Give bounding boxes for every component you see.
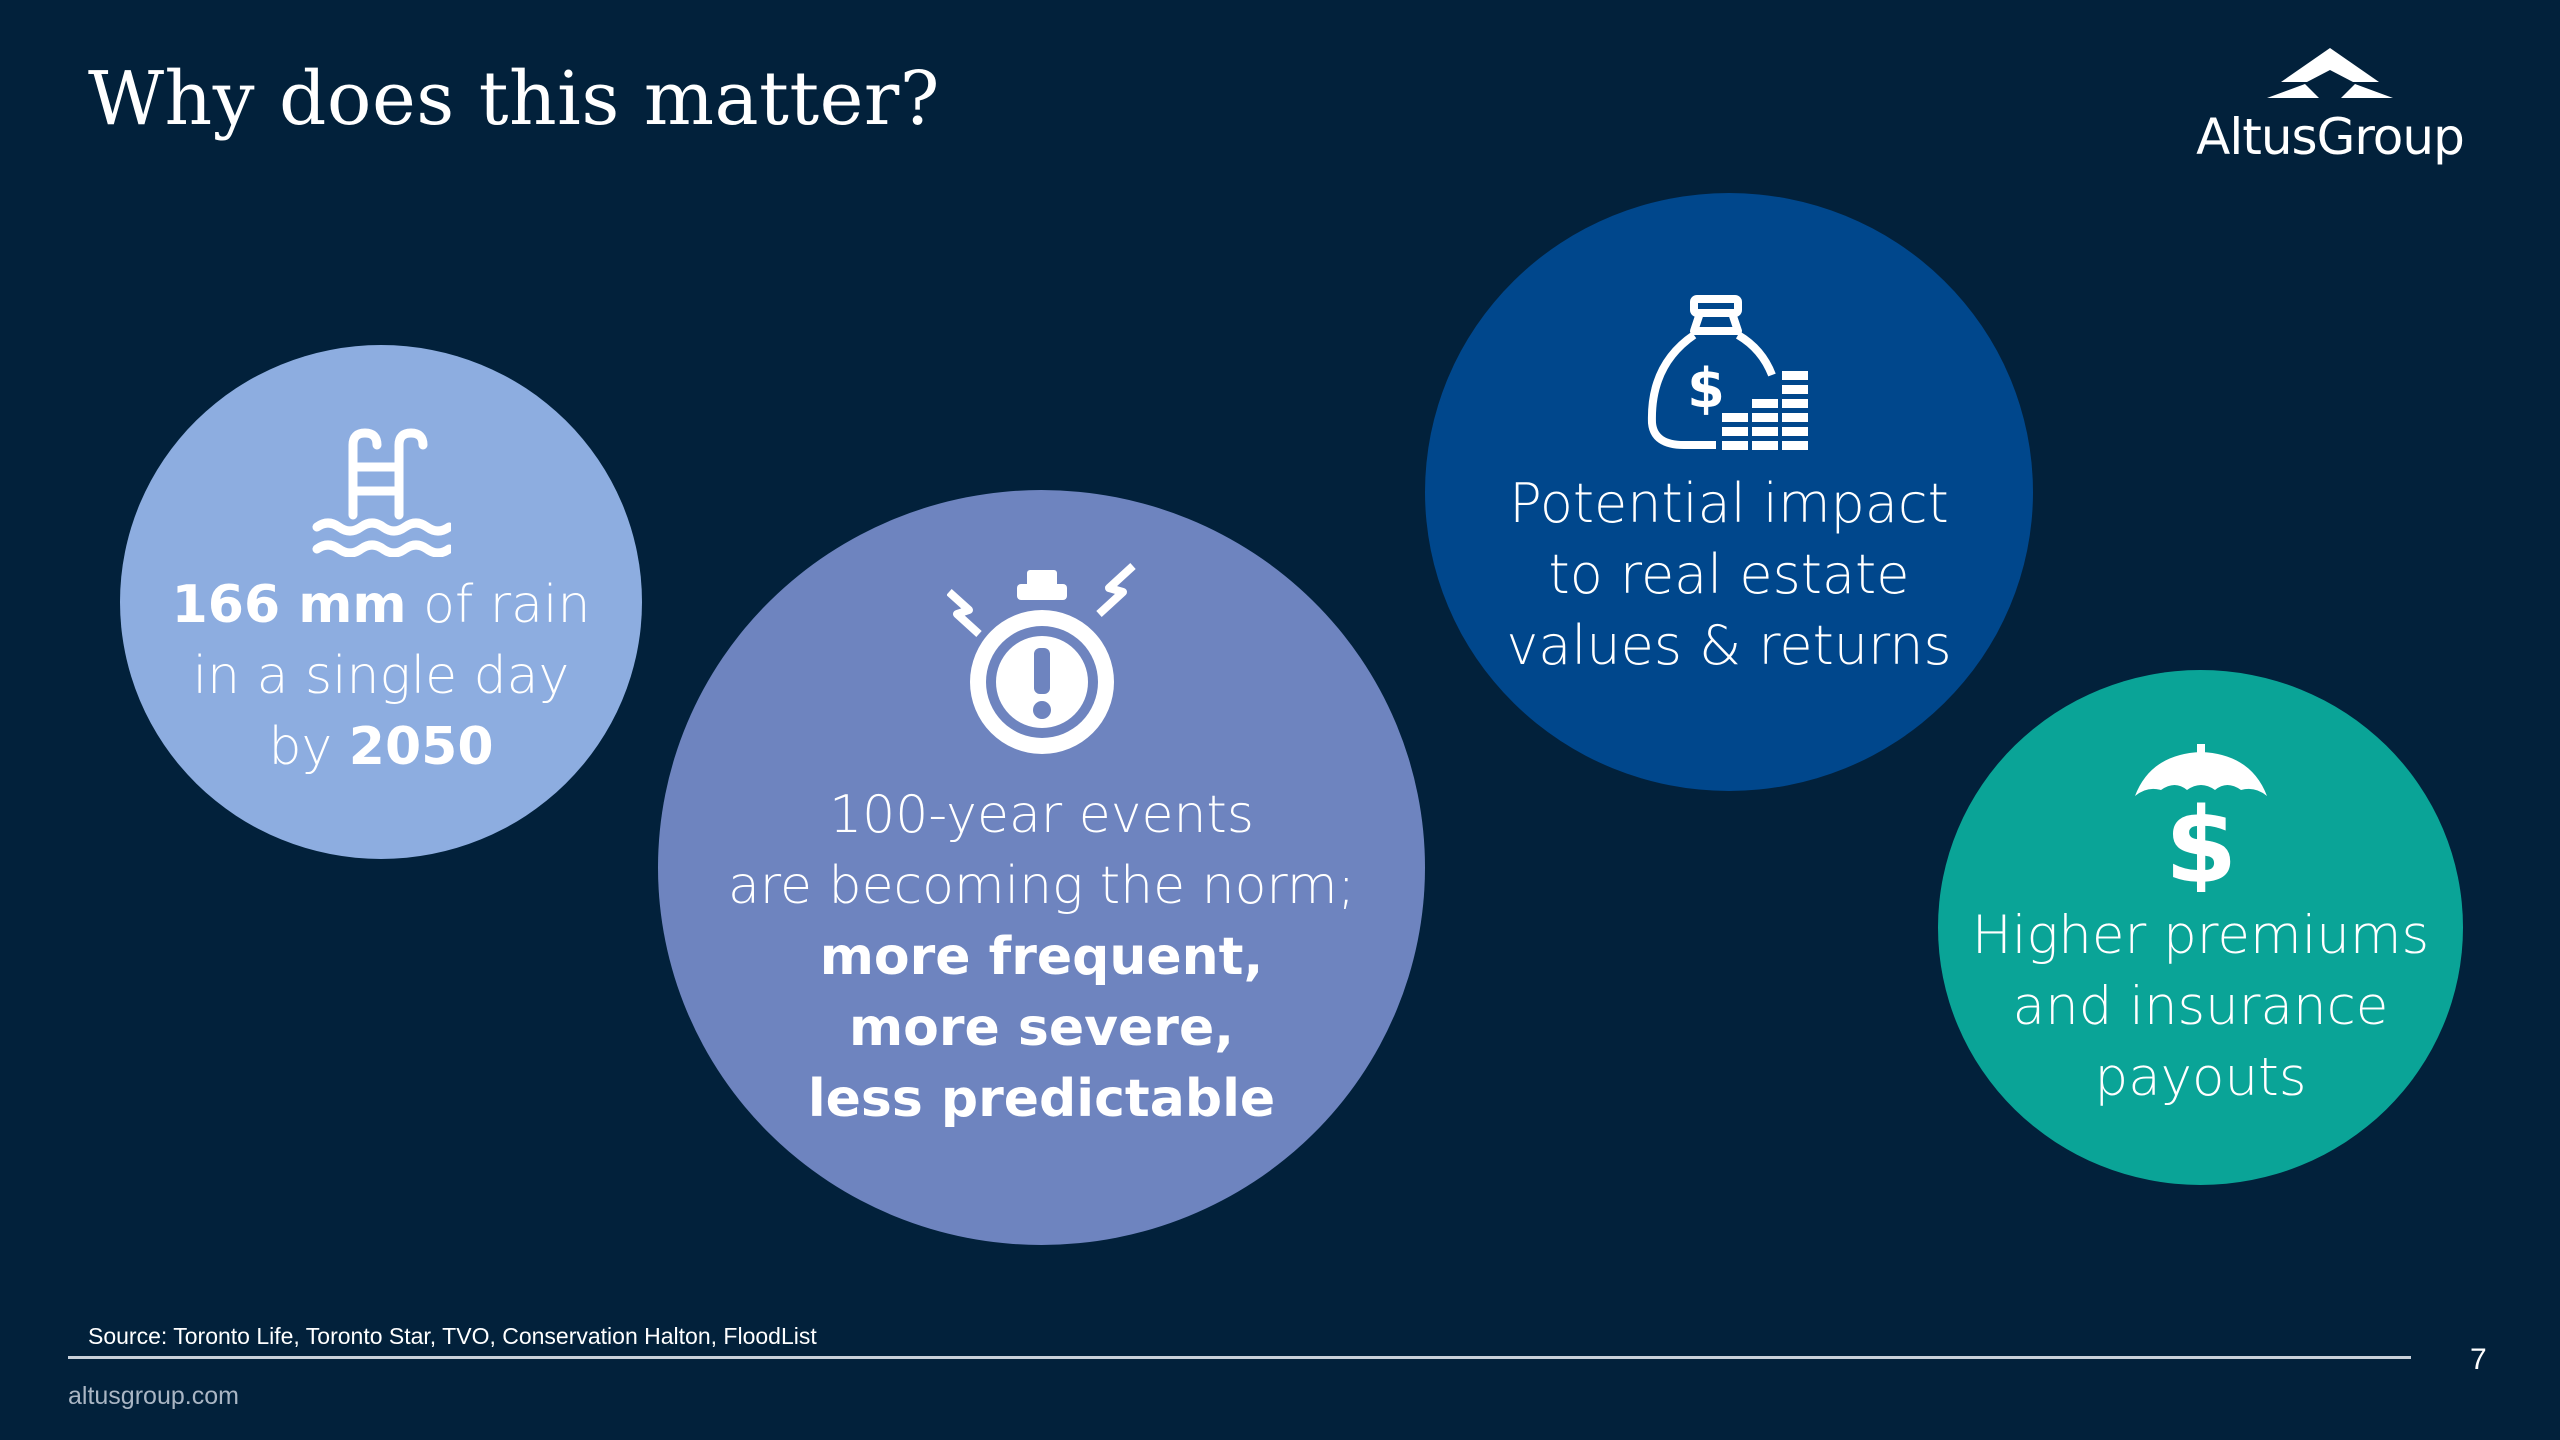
umbrella-dollar-icon: $ <box>2134 744 2267 892</box>
value-line1: Potential impact <box>1509 472 1949 535</box>
altus-logo-mark-icon <box>2267 48 2393 98</box>
events-line1: 100-year events <box>829 785 1254 845</box>
events-line2: are becoming the norm; <box>727 856 1356 916</box>
insurance-line2: and insurance <box>2012 976 2389 1037</box>
events-line4: more severe, <box>849 998 1234 1058</box>
insurance-line3: payouts <box>2094 1047 2307 1108</box>
rain-line3-rest: by <box>268 717 349 777</box>
events-line5: less predictable <box>807 1069 1276 1129</box>
source-citation: Source: Toronto Life, Toronto Star, TVO,… <box>88 1323 817 1349</box>
rain-amount: 166 mm <box>171 575 407 635</box>
real-estate-value-text: Potential impact to real estate values &… <box>1425 468 2033 681</box>
stopwatch-alert-icon <box>946 563 1136 754</box>
insurance-text: Higher premiums and insurance payouts <box>1938 900 2463 1113</box>
real-estate-value-bubble: $ Potential impact to real estate values… <box>1425 193 2033 791</box>
insurance-bubble: $ Higher premiums and insurance payouts <box>1938 670 2463 1185</box>
page-number: 7 <box>2470 1343 2487 1376</box>
rain-stat-text: 166 mm of rain in a single day by 2050 <box>120 570 642 783</box>
rain-year: 2050 <box>348 717 494 777</box>
svg-text:$: $ <box>1687 357 1725 420</box>
rain-line2: in a single day <box>192 646 570 706</box>
events-bubble: 100-year events are becoming the norm; m… <box>658 490 1425 1245</box>
rain-line1-rest: of rain <box>406 575 591 635</box>
events-text: 100-year events are becoming the norm; m… <box>658 780 1425 1135</box>
rain-stat-bubble: 166 mm of rain in a single day by 2050 <box>120 345 642 859</box>
insurance-line1: Higher premiums <box>1971 905 2430 966</box>
svg-text:$: $ <box>2164 785 2236 892</box>
altus-group-logo: AltusGroup <box>2180 48 2480 178</box>
value-line3: values & returns <box>1506 614 1952 677</box>
website-footer: altusgroup.com <box>68 1382 239 1410</box>
footer-divider <box>68 1356 2411 1359</box>
value-line2: to real estate <box>1548 543 1910 606</box>
swimming-pool-ladder-icon <box>312 428 451 557</box>
events-line3: more frequent, <box>819 927 1264 987</box>
slide-title: Why does this matter? <box>88 56 940 142</box>
logo-wordmark: AltusGroup <box>2196 108 2465 166</box>
money-bag-icon: $ <box>1647 295 1808 450</box>
